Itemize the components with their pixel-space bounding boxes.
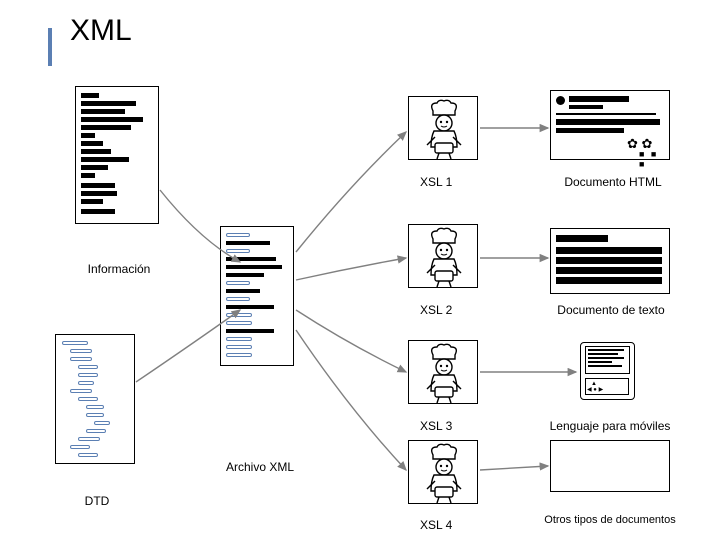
xsl4-processor-icon bbox=[408, 440, 478, 504]
xsl3-processor-icon bbox=[408, 340, 478, 404]
xml-file-label: Archivo XML bbox=[210, 460, 310, 474]
title-accent-bar bbox=[48, 28, 52, 66]
output-html-label: Documento HTML bbox=[548, 175, 678, 189]
output-text-box bbox=[550, 228, 670, 294]
output-html-box: ✿ ✿ ■ ■ ■ bbox=[550, 90, 670, 160]
xsl3-label: XSL 3 bbox=[420, 419, 452, 433]
output-other-label: Otros tipos de documentos bbox=[530, 514, 690, 526]
xml-file-box bbox=[220, 226, 294, 366]
output-mobile-label: Lenguaje para móviles bbox=[540, 419, 680, 433]
page-title: XML bbox=[70, 14, 132, 48]
info-box bbox=[75, 86, 159, 224]
xsl1-label: XSL 1 bbox=[420, 175, 452, 189]
xsl4-label: XSL 4 bbox=[420, 518, 452, 532]
xsl2-processor-icon bbox=[408, 224, 478, 288]
output-text-label: Documento de texto bbox=[546, 303, 676, 317]
dtd-label: DTD bbox=[72, 494, 122, 508]
xsl2-label: XSL 2 bbox=[420, 303, 452, 317]
xsl1-processor-icon bbox=[408, 96, 478, 160]
dtd-box bbox=[55, 334, 135, 464]
output-other-box bbox=[550, 440, 670, 492]
info-label: Información bbox=[74, 262, 164, 276]
output-mobile-box: ▲ ◀ ● ▶ bbox=[580, 342, 635, 400]
